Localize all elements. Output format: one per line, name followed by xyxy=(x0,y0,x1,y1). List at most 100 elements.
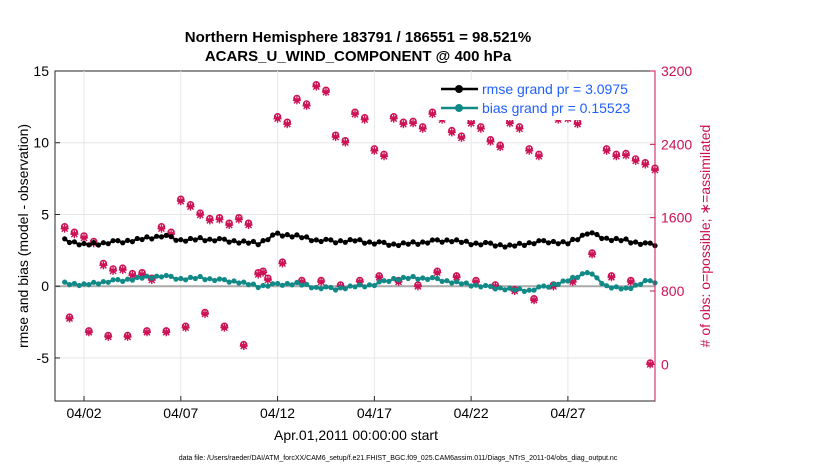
obs-assimilated-point xyxy=(418,124,427,133)
bias-point xyxy=(183,277,189,283)
obs-assimilated-point xyxy=(515,124,524,133)
rmse-point xyxy=(110,238,116,244)
rmse-point xyxy=(579,232,586,238)
bias-point xyxy=(265,283,271,289)
bias-point xyxy=(386,278,392,284)
rmse-point xyxy=(279,233,285,239)
obs-assimilated-point xyxy=(142,328,151,337)
rmse-point xyxy=(599,235,605,242)
bias-point xyxy=(439,278,445,284)
rmse-point xyxy=(192,237,198,243)
bias-point xyxy=(255,284,261,291)
bias-point xyxy=(81,281,87,287)
y-right-tick-label: 3200 xyxy=(661,63,692,79)
obs-assimilated-point xyxy=(433,268,442,277)
rmse-point xyxy=(105,241,111,247)
obs-assimilated-point xyxy=(109,266,118,275)
bias-point xyxy=(333,287,339,293)
rmse-point xyxy=(575,237,581,243)
bias-point xyxy=(308,285,315,291)
bias-point xyxy=(323,284,329,290)
rmse-point xyxy=(197,235,203,241)
bias-point xyxy=(294,279,300,286)
rmse-point xyxy=(487,240,494,246)
bias-point xyxy=(531,287,537,293)
rmse-point xyxy=(560,239,566,245)
rmse-point xyxy=(333,240,339,246)
x-tick-label: 04/02 xyxy=(67,405,102,421)
bias-point xyxy=(502,287,508,293)
rmse-point xyxy=(139,236,145,243)
bias-point xyxy=(342,286,348,292)
rmse-point xyxy=(473,240,479,246)
obs-assimilated-point xyxy=(278,259,287,268)
obs-assimilated-point xyxy=(534,152,543,161)
obs-assimilated-point xyxy=(588,250,597,259)
bias-point xyxy=(139,275,145,281)
rmse-point xyxy=(608,237,615,244)
bias-point xyxy=(187,274,194,280)
bias-point xyxy=(570,274,576,280)
bias-point xyxy=(154,273,160,279)
rmse-point xyxy=(415,241,421,247)
rmse-point xyxy=(125,237,131,243)
rmse-point xyxy=(468,242,474,248)
obs-assimilated-point xyxy=(341,138,350,147)
obs-assimilated-point xyxy=(263,276,272,284)
y-left-tick-label: 0 xyxy=(41,278,49,294)
bias-point xyxy=(86,282,92,288)
y-right-axis-label: # of obs: o=possible; ∗=assimilated xyxy=(697,125,713,348)
bias-point xyxy=(125,276,131,282)
legend-bias-label: bias grand pr = 0.15523 xyxy=(482,100,630,116)
bias-point xyxy=(270,281,276,287)
rmse-point xyxy=(429,237,435,243)
rmse-point xyxy=(497,242,503,248)
bias-point xyxy=(560,278,566,284)
bias-point xyxy=(337,285,344,291)
rmse-point xyxy=(100,240,106,246)
bias-point xyxy=(95,281,102,287)
bias-point xyxy=(575,274,581,280)
y-left-tick-label: -5 xyxy=(37,350,50,366)
rmse-point xyxy=(149,236,155,242)
rmse-point xyxy=(434,237,440,243)
bias-point xyxy=(212,277,218,284)
rmse-point xyxy=(536,238,542,244)
obs-assimilated-point xyxy=(409,119,418,128)
bias-point xyxy=(497,285,503,291)
obs-assimilated-point xyxy=(104,332,113,341)
rmse-point xyxy=(410,239,416,245)
bias-point xyxy=(545,284,552,290)
obs-assimilated-point xyxy=(505,119,514,128)
rmse-point xyxy=(120,240,126,246)
bias-point xyxy=(579,271,586,277)
rmse-point xyxy=(366,239,373,245)
y-right-tick-label: 0 xyxy=(661,356,669,372)
bias-point xyxy=(589,271,595,277)
legend-box xyxy=(438,80,650,120)
obs-assimilated-point xyxy=(273,114,282,123)
rmse-point xyxy=(623,236,629,242)
rmse-point xyxy=(637,241,644,247)
bias-point xyxy=(115,277,121,283)
rmse-point xyxy=(478,242,484,248)
bias-point xyxy=(628,285,634,292)
rmse-point xyxy=(91,240,97,246)
y-left-axis: -5 0 5 10 15 xyxy=(33,63,60,366)
obs-assimilated-point xyxy=(496,143,505,152)
rmse-point xyxy=(444,237,450,243)
bias-point xyxy=(541,283,547,289)
bias-point xyxy=(473,282,479,288)
x-axis: 04/02 04/07 04/12 04/17 04/22 04/27 xyxy=(67,396,586,421)
bias-point xyxy=(221,277,227,283)
rmse-point xyxy=(570,236,576,242)
rmse-point xyxy=(255,242,261,248)
obs-assimilated-point xyxy=(234,215,243,224)
rmse-point xyxy=(613,235,619,242)
legend-bias-marker xyxy=(455,104,463,112)
bias-point xyxy=(275,280,281,287)
obs-assimilated-point xyxy=(259,268,268,277)
rmse-point xyxy=(260,238,266,244)
bias-point xyxy=(512,287,518,293)
rmse-point xyxy=(323,236,329,242)
